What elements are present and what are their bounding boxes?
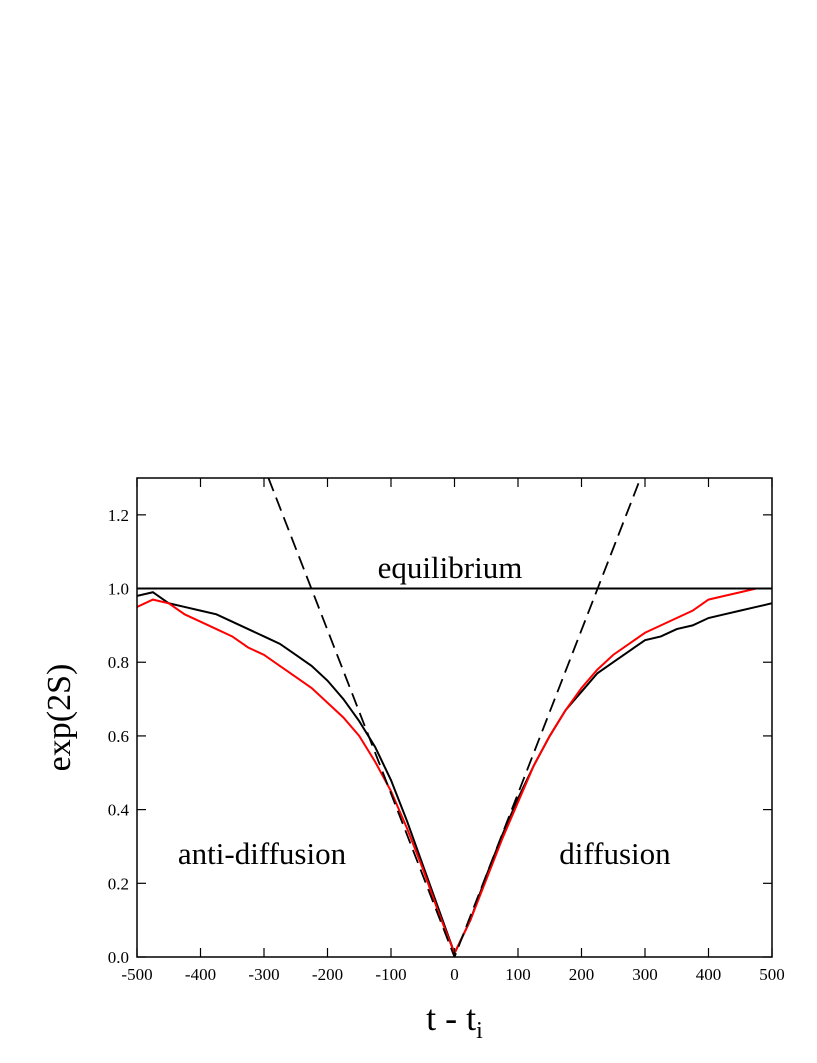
x-tick-label: -500 <box>121 965 152 984</box>
y-tick-label: 0.0 <box>108 948 129 967</box>
y-tick-label: 0.4 <box>108 801 130 820</box>
x-tick-label: -300 <box>248 965 279 984</box>
annotation: diffusion <box>559 836 671 871</box>
y-tick-label: 0.2 <box>108 874 129 893</box>
x-tick-label: 200 <box>569 965 595 984</box>
x-tick-label: 100 <box>505 965 531 984</box>
y-tick-label: 0.8 <box>108 653 129 672</box>
x-tick-label: 500 <box>759 965 785 984</box>
series-line <box>137 587 772 956</box>
series-line <box>267 478 642 957</box>
x-tick-label: 300 <box>632 965 658 984</box>
annotation: anti-diffusion <box>178 836 347 871</box>
y-tick-label: 0.6 <box>108 727 129 746</box>
x-tick-label: -400 <box>185 965 216 984</box>
x-axis-label-sub: i <box>476 1018 483 1044</box>
x-tick-label: 400 <box>696 965 722 984</box>
y-axis-label: exp(2S) <box>41 664 78 772</box>
x-axis-label: t - ti <box>426 998 483 1044</box>
y-tick-label: 1.0 <box>108 580 129 599</box>
x-tick-label: -100 <box>375 965 406 984</box>
x-tick-label: -200 <box>312 965 343 984</box>
series-line <box>137 591 772 956</box>
x-axis-label-main: t - t <box>426 998 476 1038</box>
y-tick-label: 1.2 <box>108 506 129 525</box>
x-tick-label: 0 <box>450 965 459 984</box>
annotation: equilibrium <box>378 550 523 585</box>
